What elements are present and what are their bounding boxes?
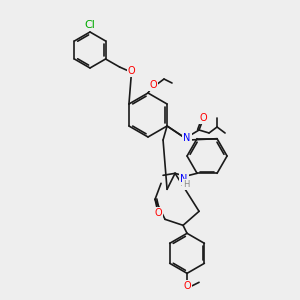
Text: O: O (154, 208, 162, 218)
Text: O: O (128, 66, 135, 76)
Text: O: O (149, 80, 157, 90)
Text: H: H (183, 180, 189, 189)
Text: O: O (199, 113, 207, 123)
Text: N: N (180, 174, 188, 184)
Text: O: O (183, 281, 191, 291)
Text: Cl: Cl (85, 20, 95, 30)
Text: N: N (183, 133, 191, 143)
